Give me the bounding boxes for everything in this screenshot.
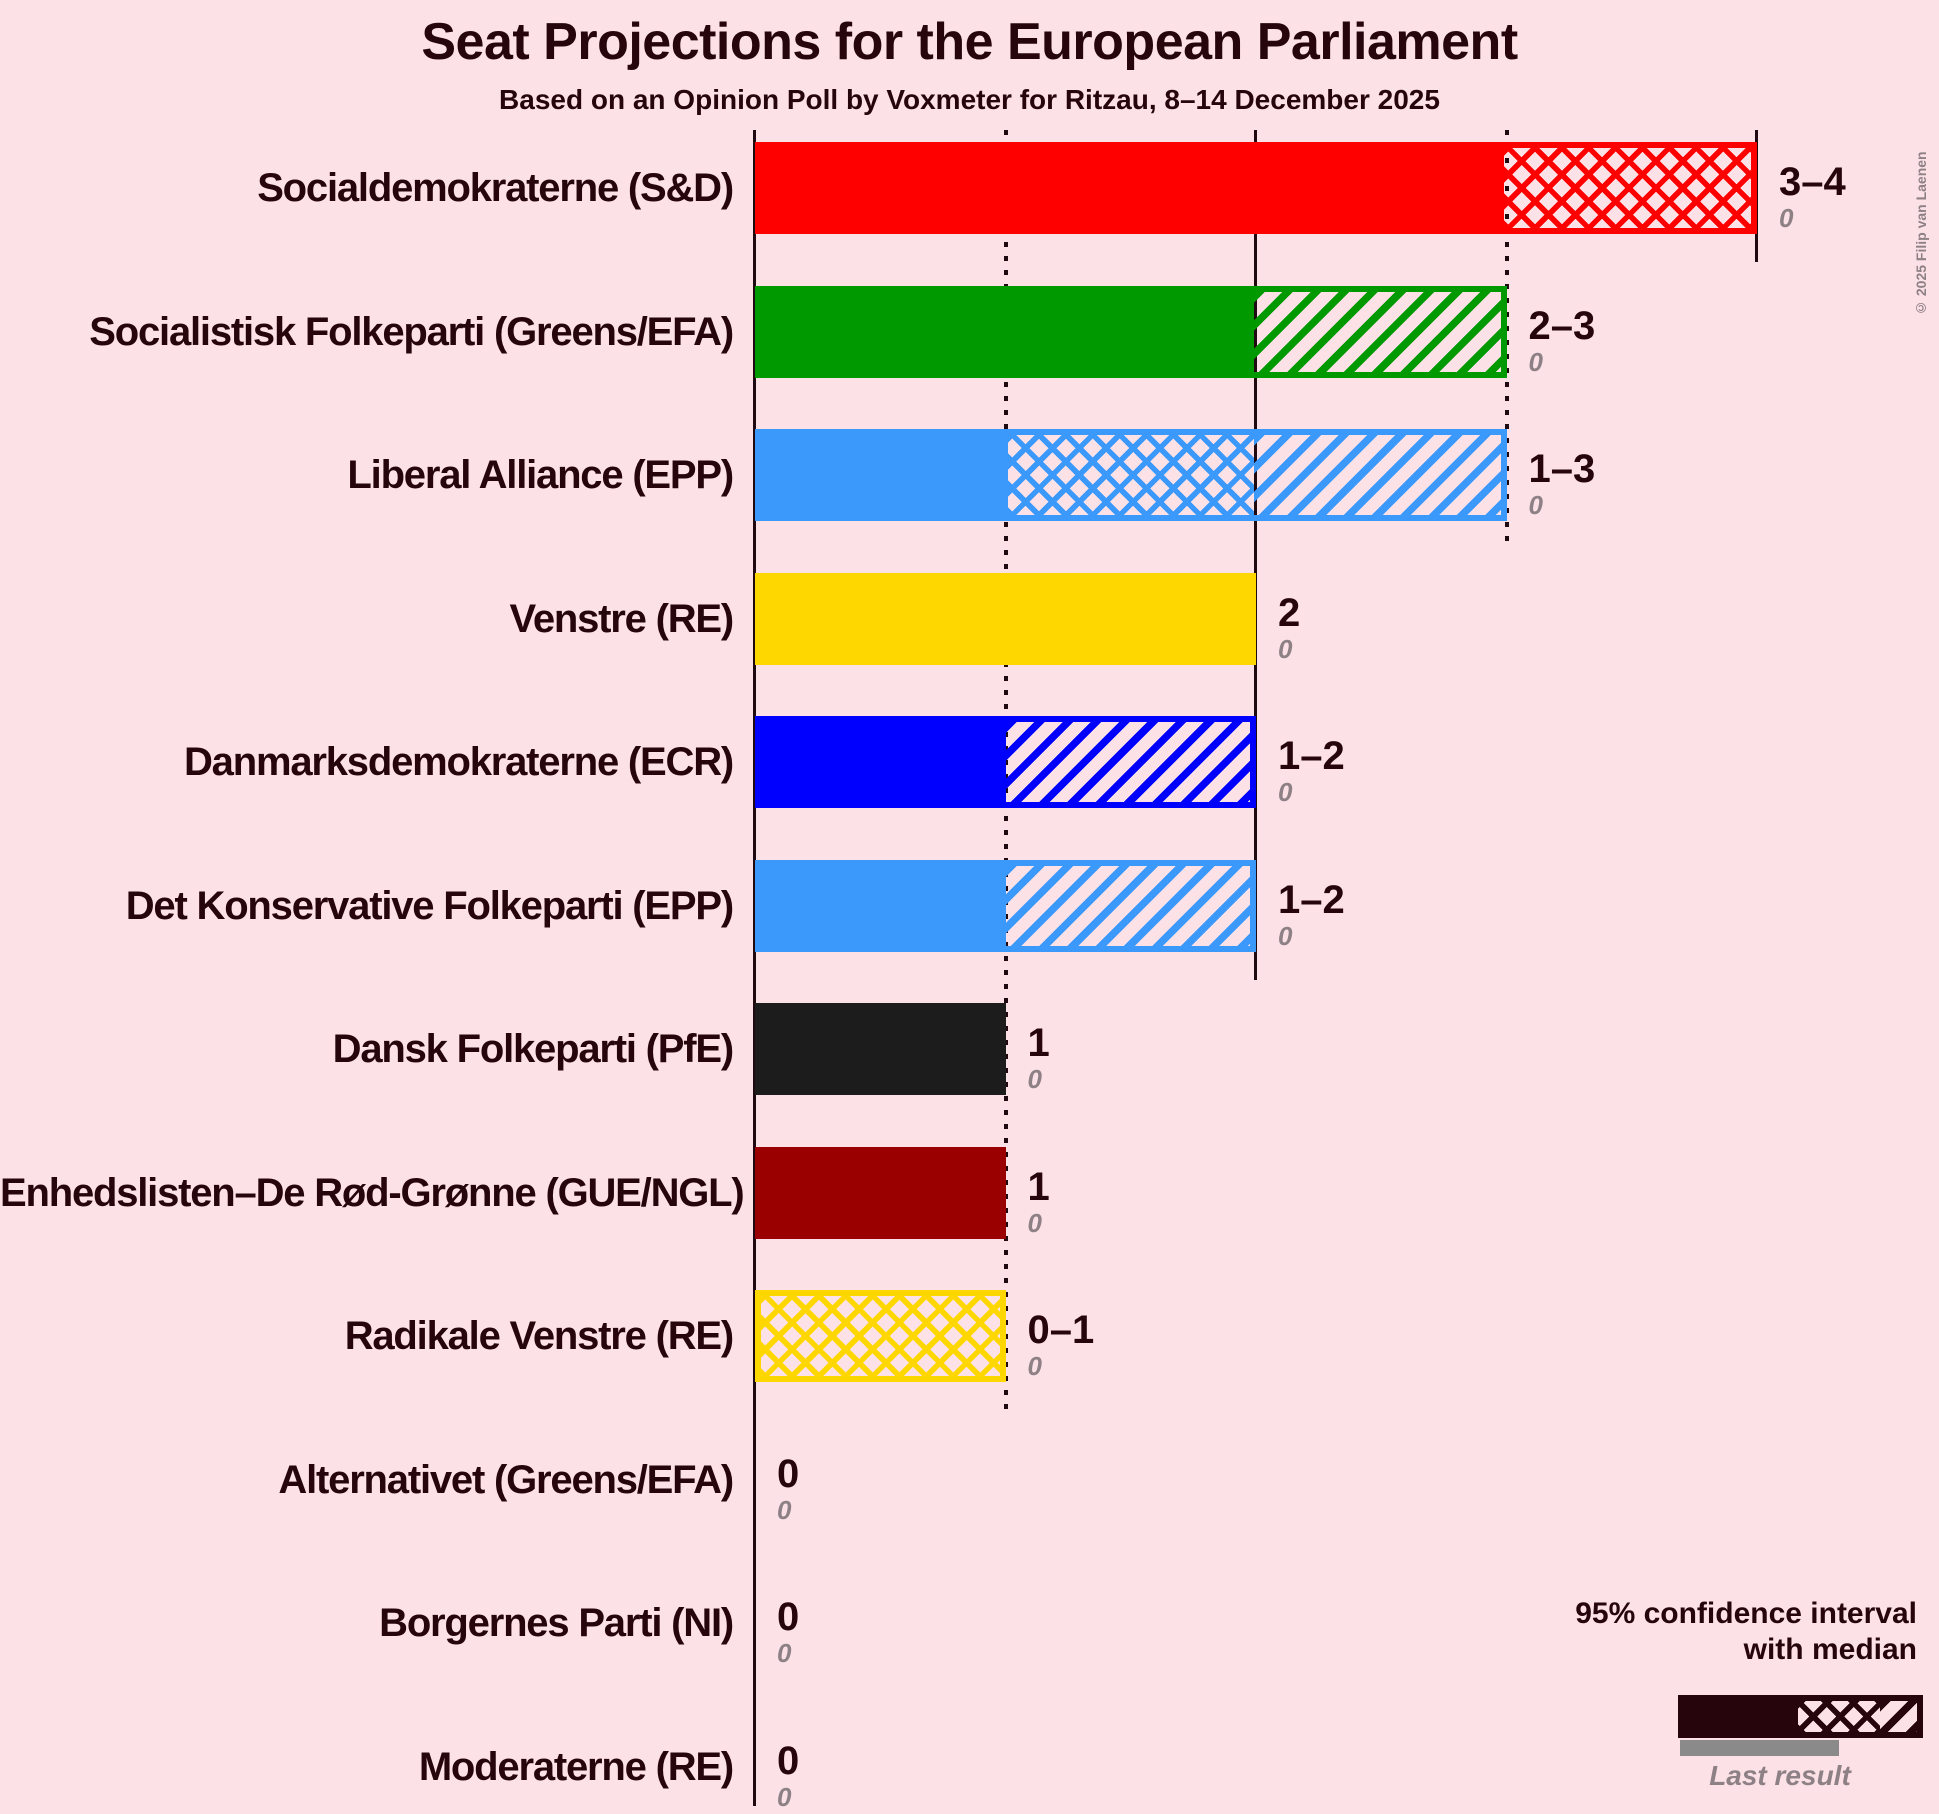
last-result-label: 0 xyxy=(1528,490,1543,520)
party-label: Venstre (RE) xyxy=(509,596,735,641)
last-result-label: 0 xyxy=(1278,777,1293,807)
party-label: Danmarksdemokraterne (ECR) xyxy=(184,740,734,784)
last-result-label: 0 xyxy=(1027,1351,1042,1381)
seat-value-block: 1–3 0 xyxy=(1529,447,1596,519)
seat-range-label: 1–2 xyxy=(1278,877,1345,922)
solid-gridline xyxy=(753,130,756,1806)
seat-projection-bar xyxy=(755,1290,1006,1382)
bar-crosshatch-segment xyxy=(761,1296,1000,1376)
last-result-label: 0 xyxy=(1278,920,1293,951)
party-label: Moderaterne (RE) xyxy=(418,1744,734,1789)
seat-range-label: 1 xyxy=(1027,1021,1050,1065)
seat-value-block: 1–2 0 xyxy=(1278,734,1345,806)
bar-solid-segment xyxy=(761,291,1254,372)
bar-solid-segment xyxy=(761,1009,1000,1089)
last-result-label: 0 xyxy=(1779,203,1794,233)
last-result-label: 0 xyxy=(1027,1064,1042,1094)
bar-diagonal-segment xyxy=(1254,291,1501,372)
bar-diagonal-segment xyxy=(1005,865,1250,946)
dotted-gridline xyxy=(1504,130,1509,549)
seat-projection-bar xyxy=(755,716,1256,808)
bar-solid-segment xyxy=(761,435,1008,515)
seat-value-block: 3–4 0 xyxy=(1779,160,1846,232)
bar-crosshatch-segment xyxy=(1007,435,1254,515)
seat-range-label: 2–3 xyxy=(1528,303,1596,348)
bar-diagonal-segment xyxy=(1005,722,1250,802)
seat-range-label: 0–1 xyxy=(1027,1308,1095,1352)
bar-solid-segment xyxy=(761,578,1250,659)
party-label: Enhedslisten–De Rød-Grønne (GUE/NGL) xyxy=(0,1170,745,1215)
seat-projection-bar xyxy=(755,859,1256,952)
legend-title: 95% confidence interval with median xyxy=(1317,1596,1917,1668)
bar-solid-segment xyxy=(761,722,1006,802)
seat-projection-bar xyxy=(755,285,1507,378)
chart-subtitle: Based on an Opinion Poll by Voxmeter for… xyxy=(499,84,1440,115)
seat-range-label: 0 xyxy=(777,1595,800,1639)
party-label: Socialistisk Folkeparti (Greens/EFA) xyxy=(89,309,734,354)
last-result-label: 0 xyxy=(1027,1207,1042,1238)
seat-projection-bar xyxy=(755,572,1256,665)
seat-value-block: 2–3 0 xyxy=(1529,304,1596,376)
seat-projection-bar xyxy=(755,142,1757,234)
seat-projection-bar xyxy=(755,429,1507,521)
copyright-notice: © 2025 Filip van Laenen xyxy=(1913,151,1929,316)
party-label: Borgernes Parti (NI) xyxy=(379,1601,734,1645)
party-label: Alternativet (Greens/EFA) xyxy=(278,1457,734,1502)
bar-solid-segment xyxy=(761,1152,1000,1233)
legend-title-line2: with median xyxy=(1743,1633,1917,1666)
last-result-label: 0 xyxy=(777,1781,792,1812)
bar-solid-segment xyxy=(761,148,1504,228)
seat-range-label: 1–3 xyxy=(1528,447,1596,491)
last-result-label: 0 xyxy=(777,1638,792,1668)
party-label: Radikale Venstre (RE) xyxy=(344,1314,734,1358)
legend-title-line1: 95% confidence interval xyxy=(1575,1597,1917,1630)
seat-range-label: 0 xyxy=(777,1738,800,1783)
legend-diagonal-segment xyxy=(1880,1701,1917,1732)
legend-confidence-bar xyxy=(1678,1695,1923,1738)
bar-solid-segment xyxy=(761,865,1006,946)
seat-value-block: 0–1 0 xyxy=(1028,1308,1095,1380)
party-label: Det Konservative Folkeparti (EPP) xyxy=(125,883,734,928)
last-result-label: 0 xyxy=(777,1494,792,1525)
party-label: Socialdemokraterne (S&D) xyxy=(257,166,734,210)
legend-crosshatch-segment xyxy=(1798,1701,1880,1732)
party-label: Dansk Folkeparti (PfE) xyxy=(332,1027,735,1071)
seat-range-label: 1 xyxy=(1027,1164,1050,1209)
legend-last-result-bar xyxy=(1680,1740,1839,1756)
seat-range-label: 3–4 xyxy=(1779,160,1846,204)
legend-last-result-label: Last result xyxy=(1709,1760,1851,1791)
bar-crosshatch-segment xyxy=(1503,148,1751,228)
legend-solid-segment xyxy=(1684,1701,1798,1732)
last-result-label: 0 xyxy=(1528,346,1543,377)
last-result-label: 0 xyxy=(1278,633,1293,664)
seat-projection-bar xyxy=(755,1003,1006,1095)
solid-gridline xyxy=(1254,130,1257,980)
seat-range-label: 0 xyxy=(777,1451,800,1496)
bar-diagonal-segment xyxy=(1254,435,1501,515)
seat-value-block: 1–2 0 xyxy=(1278,878,1345,950)
chart-title: Seat Projections for the European Parlia… xyxy=(421,13,1518,71)
seat-projection-bar xyxy=(755,1146,1006,1239)
seat-range-label: 2 xyxy=(1278,590,1301,635)
party-label: Liberal Alliance (EPP) xyxy=(347,453,734,497)
seat-range-label: 1–2 xyxy=(1278,734,1345,778)
